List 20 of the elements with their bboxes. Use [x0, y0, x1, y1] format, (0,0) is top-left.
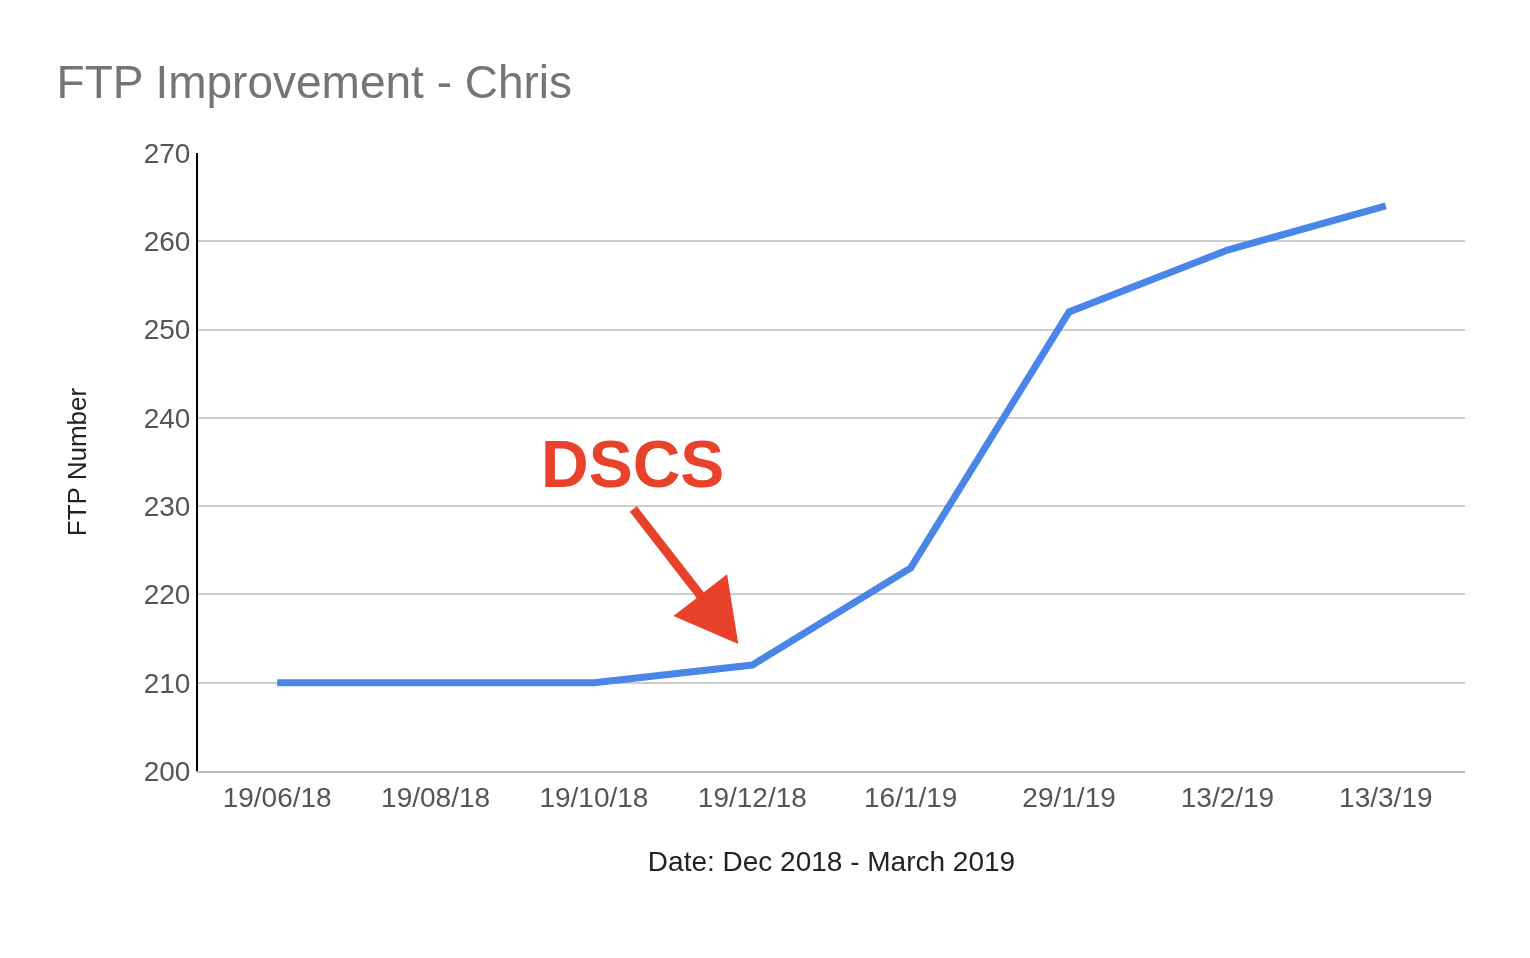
- annotation: DSCS: [541, 427, 725, 501]
- chart-title: FTP Improvement - Chris: [56, 55, 573, 108]
- y-tick-label: 250: [143, 314, 191, 346]
- x-tick-label: 19/12/18: [697, 781, 807, 813]
- y-tick-label: 200: [143, 755, 191, 787]
- x-tick-label: 13/2/19: [1180, 781, 1275, 813]
- x-tick-label: 29/1/19: [1022, 781, 1116, 813]
- x-tick-label: 19/10/18: [539, 781, 649, 813]
- y-tick-label: 210: [143, 667, 191, 699]
- x-tick-label: 16/1/19: [863, 781, 958, 813]
- x-tick-label: 13/3/19: [1339, 781, 1433, 813]
- x-tick-label: 19/06/18: [222, 781, 332, 813]
- x-tick-label: 19/08/18: [381, 781, 491, 813]
- y-tick-label: 270: [143, 137, 191, 169]
- y-tick-label: 230: [143, 490, 191, 522]
- y-tick-label: 220: [143, 579, 191, 611]
- y-tick-label: 260: [143, 226, 191, 258]
- y-axis-title: FTP Number: [61, 387, 92, 537]
- x-axis-title: Date: Dec 2018 - March 2019: [647, 846, 1016, 878]
- y-tick-label: 240: [143, 402, 191, 434]
